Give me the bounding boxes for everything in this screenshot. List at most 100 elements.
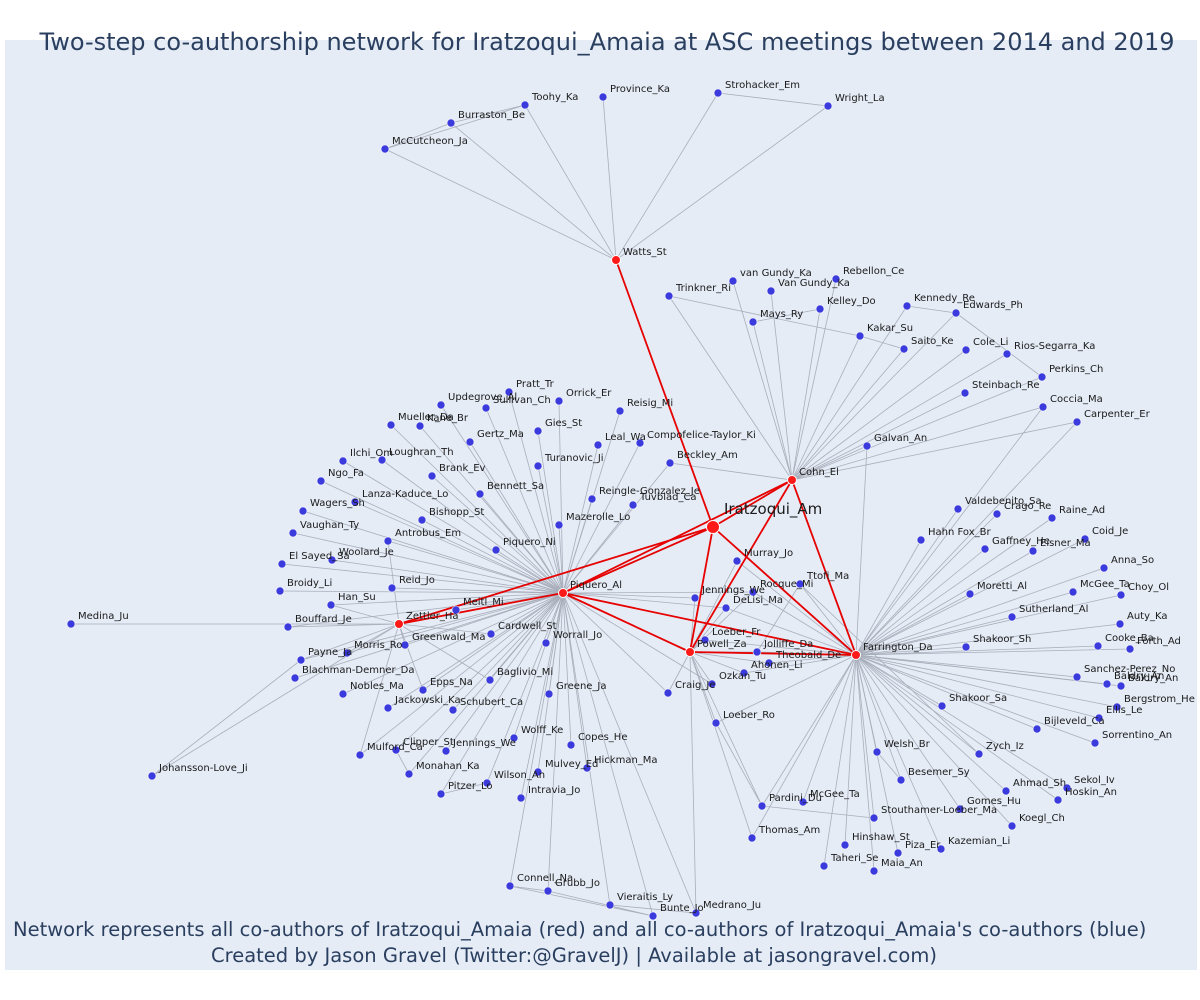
node-cohn-el[interactable] bbox=[787, 475, 797, 485]
node-thomas-am[interactable] bbox=[747, 833, 757, 843]
node-epps-na[interactable] bbox=[418, 685, 428, 695]
node-hahn-fox-br[interactable] bbox=[916, 535, 926, 545]
node-hickman-ma[interactable] bbox=[582, 763, 592, 773]
node-rocque-mi[interactable] bbox=[748, 587, 758, 597]
node-bunte-jo[interactable] bbox=[648, 911, 658, 921]
node-watts-st[interactable] bbox=[611, 255, 621, 265]
node-pardini-du[interactable] bbox=[757, 801, 767, 811]
node-connell-na[interactable] bbox=[505, 881, 515, 891]
node-antrobus-em[interactable] bbox=[383, 536, 393, 546]
node-woolard-je[interactable] bbox=[327, 555, 337, 565]
node-vaughan-ty[interactable] bbox=[288, 528, 298, 538]
node-koegl-ch[interactable] bbox=[1007, 821, 1017, 831]
node-besemer-sy[interactable] bbox=[896, 775, 906, 785]
node-loeber-fr[interactable] bbox=[700, 635, 710, 645]
node-broidy-li[interactable] bbox=[275, 586, 285, 596]
node-mulford-ca[interactable] bbox=[355, 750, 365, 760]
node-farrington-da[interactable] bbox=[851, 650, 861, 660]
node-maia-an[interactable] bbox=[869, 866, 879, 876]
node-moretti-al[interactable] bbox=[965, 589, 975, 599]
node-delisi-ma[interactable] bbox=[721, 603, 731, 613]
node-baldry-an[interactable] bbox=[1102, 679, 1112, 689]
node-zettler-ha[interactable] bbox=[394, 619, 404, 629]
node-galvan-an[interactable] bbox=[862, 441, 872, 451]
node-forth-ad[interactable] bbox=[1125, 644, 1135, 654]
node-bergstrom-he[interactable] bbox=[1112, 702, 1122, 712]
node-meitl-mi[interactable] bbox=[451, 605, 461, 615]
node-baldry-an2[interactable] bbox=[1116, 681, 1126, 691]
node-orrick-er[interactable] bbox=[554, 396, 564, 406]
node-ozkan-tu[interactable] bbox=[707, 679, 717, 689]
node-mcgee-ta2[interactable] bbox=[798, 797, 808, 807]
node-carpenter-er[interactable] bbox=[1072, 417, 1082, 427]
node-loughran-th[interactable] bbox=[377, 455, 387, 465]
node-perkins-ch[interactable] bbox=[1037, 372, 1047, 382]
node-blachman-demner-da[interactable] bbox=[290, 673, 300, 683]
node-lanza-kaduce-lo[interactable] bbox=[350, 497, 360, 507]
node-trinkner-ri[interactable] bbox=[664, 291, 674, 301]
node-piza-er[interactable] bbox=[893, 848, 903, 858]
node-ngo-fa[interactable] bbox=[316, 476, 326, 486]
node-jackowski-ka[interactable] bbox=[383, 703, 393, 713]
node-sutherland-al[interactable] bbox=[1007, 612, 1017, 622]
node-kennedy-re[interactable] bbox=[902, 301, 912, 311]
node-anna-so[interactable] bbox=[1099, 563, 1109, 573]
node-ahmad-sh[interactable] bbox=[1001, 786, 1011, 796]
node-nobles-ma[interactable] bbox=[338, 689, 348, 699]
node-hoskin-an[interactable] bbox=[1053, 795, 1063, 805]
node-gomes-hu[interactable] bbox=[955, 804, 965, 814]
node-theobald-de[interactable] bbox=[764, 658, 774, 668]
node-hinshaw-st[interactable] bbox=[840, 840, 850, 850]
node-murray-jo[interactable] bbox=[732, 556, 742, 566]
node-ilchi-om[interactable] bbox=[338, 456, 348, 466]
node-leal-wa[interactable] bbox=[593, 440, 603, 450]
node-piquero-al[interactable] bbox=[558, 588, 568, 598]
node-kane-br[interactable] bbox=[415, 421, 425, 431]
node-payne-ja[interactable] bbox=[296, 655, 306, 665]
node-tuvblad-ca[interactable] bbox=[628, 500, 638, 510]
node-wilson-an[interactable] bbox=[482, 778, 492, 788]
node-sanchez-perez-no[interactable] bbox=[1072, 672, 1082, 682]
node-reingle-gonzalez-je[interactable] bbox=[587, 494, 597, 504]
node-province-ka[interactable] bbox=[598, 92, 608, 102]
node-johansson-love-ji[interactable] bbox=[147, 771, 157, 781]
node-ahonen-li[interactable] bbox=[739, 668, 749, 678]
node-piquero-ni[interactable] bbox=[491, 545, 501, 555]
node-kelley-do[interactable] bbox=[815, 304, 825, 314]
node-coccia-ma[interactable] bbox=[1038, 402, 1048, 412]
node-shakoor-sa[interactable] bbox=[937, 701, 947, 711]
node-gaffney-he[interactable] bbox=[980, 544, 990, 554]
node-wright-la[interactable] bbox=[823, 101, 833, 111]
node-worrall-jo[interactable] bbox=[541, 638, 551, 648]
node-grubb-jo[interactable] bbox=[543, 886, 553, 896]
node-rebellon-ce[interactable] bbox=[831, 274, 841, 284]
node-beckley-am[interactable] bbox=[665, 458, 675, 468]
node-morris-ro[interactable] bbox=[342, 648, 352, 658]
node-sullivan-ch[interactable] bbox=[481, 403, 491, 413]
node-intravia-jo[interactable] bbox=[516, 793, 526, 803]
node-iratzoqui-am[interactable] bbox=[706, 520, 720, 534]
node-cardwell-st[interactable] bbox=[486, 629, 496, 639]
node-valdebenito-sa[interactable] bbox=[953, 504, 963, 514]
node-crago-re[interactable] bbox=[992, 509, 1002, 519]
node-rios-segarra-ka[interactable] bbox=[1002, 349, 1012, 359]
node-jolliffe-da[interactable] bbox=[752, 647, 762, 657]
node-mcgee-ta[interactable] bbox=[1068, 587, 1078, 597]
node-sorrentino-an[interactable] bbox=[1090, 738, 1100, 748]
node-coid-je[interactable] bbox=[1080, 534, 1090, 544]
node-updegrove-al[interactable] bbox=[436, 400, 446, 410]
node-turanovic-ji[interactable] bbox=[533, 461, 543, 471]
node-clipper-st[interactable] bbox=[391, 745, 401, 755]
node-sekol-iv[interactable] bbox=[1062, 783, 1072, 793]
node-bouffard-je[interactable] bbox=[283, 622, 293, 632]
node-saito-ke[interactable] bbox=[899, 344, 909, 354]
node-baglivio-mi[interactable] bbox=[485, 675, 495, 685]
node-mulvey-ed[interactable] bbox=[533, 767, 543, 777]
node-han-su[interactable] bbox=[326, 600, 336, 610]
node-toohy-ka[interactable] bbox=[520, 100, 530, 110]
node-zych-iz[interactable] bbox=[974, 749, 984, 759]
node-medrano-ju[interactable] bbox=[691, 908, 701, 918]
node-mueller-da[interactable] bbox=[386, 420, 396, 430]
node-greenwald-ma[interactable] bbox=[400, 640, 410, 650]
node-powell-za[interactable] bbox=[685, 647, 695, 657]
